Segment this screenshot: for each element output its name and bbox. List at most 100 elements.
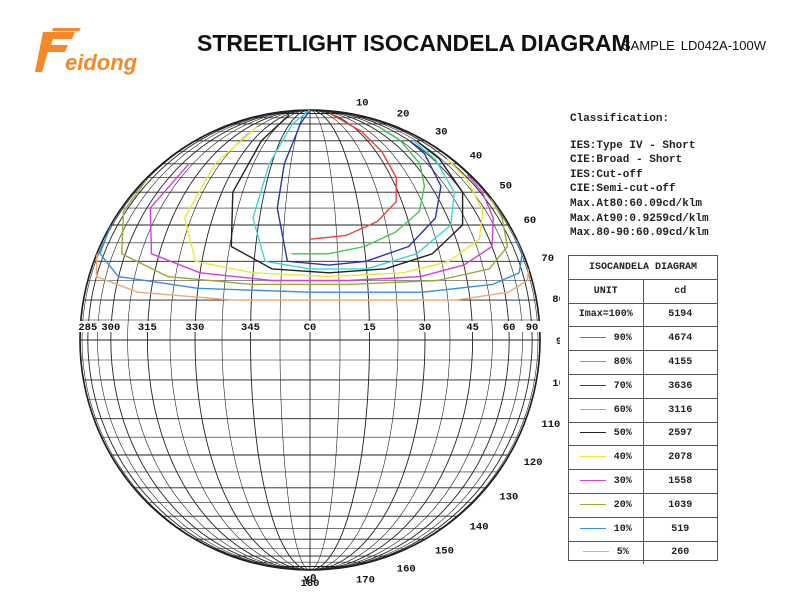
- imax-label: Imax=100%: [569, 302, 644, 327]
- rim-angle-label: 60: [524, 215, 537, 227]
- legend-level: 60%: [569, 397, 644, 423]
- axis-label-bg: [299, 321, 321, 332]
- legend-swatch: [579, 479, 606, 481]
- legend-level: 5%: [569, 540, 644, 565]
- legend-row: 50% 2597: [569, 421, 717, 446]
- isocandela-curve-5pct: [95, 253, 530, 301]
- horizontal-axis-label: 330: [186, 322, 205, 334]
- isocandela-curve-90pct: [309, 112, 397, 240]
- horizontal-axis-label: 285: [78, 322, 97, 334]
- legend-percent: 50%: [613, 428, 632, 440]
- axis-label-bg: [136, 321, 159, 332]
- legend-row: 30% 1558: [569, 469, 717, 494]
- legend-table: ISOCANDELA DIAGRAM UNIT cd Imax=100% 519…: [568, 255, 718, 565]
- legend-row: 90% 4674: [569, 326, 717, 351]
- rim-angle-label: 180: [301, 578, 320, 590]
- legend-percent: 5%: [616, 547, 629, 559]
- horizontal-axis-label: 315: [138, 322, 157, 334]
- nadir-label: γ0: [303, 572, 316, 585]
- isocandela-curve-30pct: [149, 163, 494, 282]
- horizontal-axis-label: 15: [363, 322, 376, 334]
- horizontal-axis-label: 60: [503, 322, 516, 334]
- axis-label-bg: [498, 321, 521, 332]
- legend-percent: 40%: [613, 452, 632, 464]
- rim-angle-label: 20: [397, 109, 410, 121]
- rim-angle-label: 70: [541, 253, 554, 265]
- axis-label-bg: [99, 321, 122, 332]
- legend-percent: 60%: [613, 404, 632, 416]
- legend-cd: 1039: [643, 492, 717, 518]
- axis-label-bg: [521, 321, 543, 332]
- classification-line: Max.80-90:60.09cd/klm: [570, 227, 709, 240]
- diagram-grid: [79, 109, 541, 571]
- legend-percent: 30%: [613, 476, 632, 488]
- legend-cd: 2078: [643, 445, 717, 470]
- axis-label-bg: [414, 321, 436, 332]
- logo-stripe: [52, 28, 81, 31]
- legend-level: 90%: [569, 326, 644, 351]
- legend-row: 60% 3116: [569, 397, 717, 423]
- legend-cd: 1558: [643, 469, 717, 494]
- classification-line: CIE:Semi-cut-off: [570, 183, 676, 196]
- legend-cd: 3116: [643, 397, 717, 423]
- axis-label-bg: [76, 321, 99, 332]
- rim-angle-label: 90: [556, 336, 560, 348]
- legend-level: 40%: [569, 445, 644, 470]
- logo-f-mark: [35, 32, 75, 72]
- rim-angle-label: 170: [356, 574, 375, 586]
- legend-swatch: [579, 337, 606, 339]
- legend-cd: 2597: [643, 421, 717, 446]
- legend-row: 5% 260: [569, 540, 717, 565]
- legend-swatch: [579, 408, 606, 410]
- legend-cd: 3636: [643, 373, 717, 399]
- rim-angle-label: 140: [470, 521, 489, 533]
- legend-swatch: [579, 432, 606, 434]
- axis-label-bg: [461, 321, 484, 332]
- horizontal-axis-label: 300: [101, 322, 120, 334]
- legend-percent: 70%: [613, 380, 632, 392]
- feidong-logo: eidong: [35, 28, 138, 75]
- rim-angle-label: 40: [470, 151, 483, 163]
- rim-angle-label: 10: [356, 98, 369, 110]
- legend-percent: 90%: [613, 333, 632, 345]
- isocandela-curve-10pct: [99, 224, 523, 293]
- legend-level: 10%: [569, 516, 644, 542]
- isocandela-curve-80pct: [291, 126, 426, 255]
- legend-row: 40% 2078: [569, 445, 717, 470]
- model-number: LD042A-100W: [680, 38, 767, 53]
- logo-wordmark: eidong: [65, 50, 138, 75]
- classification-line: Max.At90:0.9259cd/klm: [570, 212, 709, 225]
- legend-swatch: [579, 456, 606, 458]
- horizontal-axis-label: 90: [526, 322, 539, 334]
- legend-level: 80%: [569, 350, 644, 375]
- rim-angle-label: 160: [397, 563, 416, 575]
- legend-percent: 20%: [613, 499, 632, 511]
- legend-swatch: [579, 384, 606, 386]
- rim-angle-label: 30: [435, 126, 448, 138]
- legend-title: ISOCANDELA DIAGRAM: [588, 261, 698, 273]
- isocandela-diagram: 270285300315330345C015304560759018017016…: [76, 98, 560, 590]
- legend-cd: 4155: [643, 350, 717, 375]
- sample-label: SAMPLE: [622, 38, 675, 53]
- isocandela-curves: [95, 110, 530, 301]
- legend-swatch: [582, 551, 609, 553]
- imax-value: 5194: [643, 302, 717, 327]
- rim-angle-label: 80: [552, 294, 560, 306]
- legend-percent: 80%: [613, 357, 632, 369]
- unit-label: UNIT: [569, 278, 644, 304]
- legend-row: 10% 519: [569, 516, 717, 542]
- isocandela-curve-20pct: [121, 179, 509, 286]
- rim-angle-label: 130: [499, 492, 518, 504]
- rim-angle-label: 110: [541, 419, 560, 431]
- axis-label-bg: [239, 321, 262, 332]
- legend-level: 70%: [569, 373, 644, 399]
- legend-cd: 519: [643, 516, 717, 542]
- isocandela-curve-60pct: [252, 110, 455, 270]
- classification-panel: Classification: IES:Type IV - Short CIE:…: [570, 112, 709, 241]
- legend-swatch: [579, 360, 606, 362]
- legend-row: 80% 4155: [569, 350, 717, 375]
- legend-row: 70% 3636: [569, 373, 717, 399]
- axis-label-bg: [358, 321, 381, 332]
- legend-cd: 260: [643, 540, 717, 565]
- rim-angle-label: 150: [435, 546, 454, 558]
